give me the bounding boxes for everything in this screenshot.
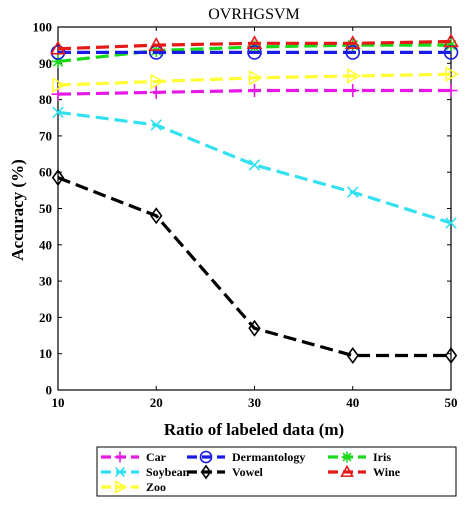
legend-item-car: Car bbox=[101, 450, 167, 464]
point-zoo bbox=[445, 66, 460, 83]
y-tick-label: 0 bbox=[46, 383, 53, 398]
point-vowel bbox=[444, 347, 458, 365]
point-vowel bbox=[248, 319, 261, 337]
point-car bbox=[346, 84, 360, 98]
legend: Car Dermantology Iris Soybean Vowel Wine Zoo bbox=[96, 446, 457, 497]
legend-marker-car bbox=[114, 451, 126, 463]
point-wine bbox=[50, 40, 66, 55]
series-line-wine bbox=[57, 39, 452, 51]
y-tick-label: 90 bbox=[39, 56, 52, 71]
legend-item-iris: Iris bbox=[328, 450, 391, 464]
point-car bbox=[149, 85, 163, 99]
series-zoo bbox=[52, 66, 460, 93]
legend-marker-iris bbox=[341, 451, 353, 463]
legend-item-dermantology: Dermantology bbox=[187, 450, 305, 464]
legend-marker-dermantology bbox=[199, 450, 213, 464]
y-tick-label: 50 bbox=[39, 201, 52, 216]
series-line-vowel bbox=[57, 176, 451, 358]
point-vowel bbox=[346, 347, 359, 365]
point-dermantology bbox=[345, 45, 361, 60]
y-tick-label: 60 bbox=[39, 165, 52, 180]
legend-item-zoo: Zoo bbox=[101, 480, 166, 494]
point-soybean bbox=[150, 119, 163, 131]
point-car bbox=[248, 84, 261, 98]
point-zoo bbox=[150, 73, 165, 90]
x-axis-ticks: 10 20 30 40 50 bbox=[52, 27, 458, 410]
series-line-soybean bbox=[57, 110, 452, 225]
chart-title: OVRHGSVM bbox=[208, 6, 300, 23]
legend-label-car: Car bbox=[146, 450, 167, 464]
series-car bbox=[51, 84, 458, 101]
point-wine bbox=[344, 35, 361, 50]
y-axis-title: Accuracy (%) bbox=[8, 159, 27, 261]
point-wine bbox=[246, 35, 263, 50]
legend-label-wine: Wine bbox=[373, 465, 401, 479]
x-axis-title: Ratio of labeled data (m) bbox=[164, 420, 344, 439]
series-vowel bbox=[51, 169, 458, 365]
legend-label-soybean: Soybean bbox=[146, 465, 190, 479]
legend-marker-zoo bbox=[115, 480, 128, 494]
y-tick-label: 10 bbox=[39, 346, 52, 361]
x-tick-label: 20 bbox=[150, 395, 163, 410]
point-soybean bbox=[52, 106, 64, 119]
point-iris bbox=[51, 54, 65, 68]
legend-marker-wine bbox=[340, 464, 354, 477]
y-tick-label: 40 bbox=[39, 237, 52, 252]
point-zoo bbox=[248, 69, 263, 86]
y-axis-ticks: 0 10 20 30 40 50 60 70 80 90 100 bbox=[33, 20, 451, 398]
legend-label-vowel: Vowel bbox=[232, 465, 264, 479]
point-soybean bbox=[248, 159, 261, 171]
point-wine bbox=[148, 37, 165, 51]
point-car bbox=[444, 84, 458, 98]
y-tick-label: 30 bbox=[39, 274, 52, 289]
x-tick-label: 50 bbox=[445, 395, 458, 410]
series-soybean bbox=[52, 106, 457, 229]
legend-label-zoo: Zoo bbox=[146, 480, 166, 494]
y-tick-label: 70 bbox=[39, 128, 52, 143]
legend-marker-soybean bbox=[115, 467, 125, 477]
point-vowel bbox=[51, 169, 65, 187]
x-tick-label: 40 bbox=[346, 395, 359, 410]
y-tick-label: 80 bbox=[39, 92, 52, 107]
point-vowel bbox=[150, 207, 163, 225]
point-iris bbox=[248, 40, 261, 54]
x-tick-label: 30 bbox=[248, 395, 261, 410]
point-zoo bbox=[347, 68, 361, 84]
point-zoo bbox=[52, 77, 67, 93]
series-wine bbox=[50, 33, 459, 55]
point-dermantology bbox=[247, 45, 262, 60]
point-car bbox=[51, 87, 65, 101]
point-wine bbox=[443, 33, 459, 48]
legend-label-dermantology: Dermantology bbox=[232, 450, 305, 464]
legend-item-vowel: Vowel bbox=[187, 464, 264, 480]
point-soybean bbox=[445, 217, 457, 229]
legend-marker-vowel bbox=[200, 464, 212, 480]
x-tick-label: 10 bbox=[52, 395, 65, 410]
legend-label-iris: Iris bbox=[373, 450, 391, 464]
legend-box bbox=[96, 446, 457, 497]
legend-item-wine: Wine bbox=[328, 464, 401, 479]
series-line-zoo bbox=[57, 72, 452, 87]
y-tick-label: 20 bbox=[39, 310, 52, 325]
point-soybean bbox=[346, 186, 359, 198]
y-tick-label: 100 bbox=[33, 20, 53, 35]
legend-item-soybean: Soybean bbox=[101, 465, 190, 479]
